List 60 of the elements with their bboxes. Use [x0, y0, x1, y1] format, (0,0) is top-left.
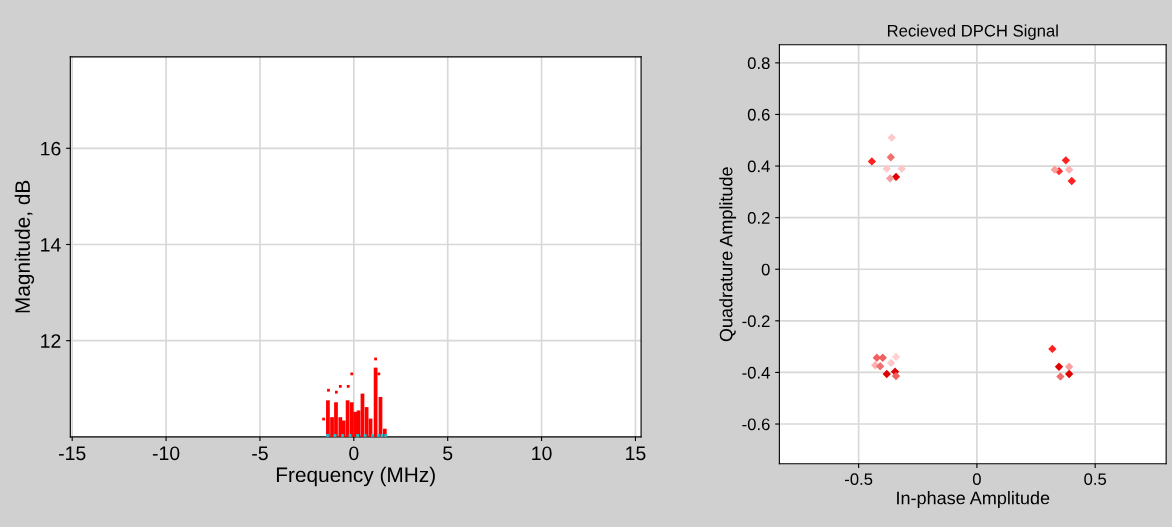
point — [338, 384, 342, 388]
point — [1056, 372, 1065, 381]
x-tick-label: 10 — [532, 446, 552, 461]
y-tick-label: -0.6 — [742, 418, 770, 431]
point — [882, 164, 891, 173]
point — [867, 157, 877, 166]
y-tick-label: 14 — [41, 238, 61, 252]
x-axis-title: Frequency (MHz) — [276, 466, 435, 487]
x-axis-title: In-phase Amplitude — [897, 491, 1050, 508]
point — [1061, 156, 1071, 165]
x-tick-label: 0 — [349, 446, 359, 461]
point — [891, 371, 901, 381]
point — [1067, 176, 1076, 186]
y-tick-label: -0.2 — [742, 315, 770, 328]
y-tick-label: 12 — [41, 334, 61, 348]
point — [885, 174, 895, 183]
point — [1050, 165, 1059, 174]
y-tick-label: 16 — [41, 141, 61, 156]
x-tick-label: -10 — [152, 446, 180, 461]
x-tick-label: -5 — [252, 446, 268, 461]
point — [886, 358, 896, 368]
point — [1064, 165, 1074, 174]
x-tick-label: 0.5 — [1084, 473, 1107, 486]
point — [384, 434, 388, 437]
y-tick-label: 0.2 — [747, 212, 770, 224]
point — [346, 384, 350, 388]
point — [350, 372, 354, 376]
point — [1064, 362, 1074, 371]
point — [891, 172, 901, 182]
point — [1064, 369, 1074, 379]
point — [326, 434, 329, 437]
point — [887, 133, 896, 142]
y-axis-title: Magnitude, dB — [14, 180, 35, 313]
point — [327, 388, 330, 392]
y-tick-label: 0.4 — [747, 160, 770, 173]
point — [1048, 344, 1057, 354]
x-tick-label: -0.5 — [845, 473, 873, 486]
point — [886, 153, 895, 162]
x-tick-label: 5 — [443, 446, 453, 461]
point — [334, 390, 338, 394]
point — [341, 434, 344, 437]
y-tick-label: 0.6 — [747, 108, 770, 121]
chart-title: Recieved DPCH Signal — [887, 24, 1058, 40]
point — [878, 353, 887, 362]
x-tick-label: -15 — [59, 446, 86, 461]
point — [371, 434, 374, 437]
point — [875, 362, 885, 371]
point — [376, 434, 380, 437]
point — [897, 164, 906, 173]
y-tick-label: 0.8 — [747, 57, 770, 70]
x-tick-label: 15 — [626, 446, 646, 461]
point — [891, 352, 901, 362]
y-axis-title: Quadrature Amplitude — [719, 167, 737, 342]
point — [882, 369, 891, 379]
point — [1054, 362, 1064, 371]
y-tick-label: 0 — [761, 263, 770, 276]
y-tick-label: -0.4 — [742, 366, 770, 379]
point — [356, 434, 359, 437]
x-tick-label: 0 — [972, 473, 981, 486]
point — [377, 372, 381, 376]
